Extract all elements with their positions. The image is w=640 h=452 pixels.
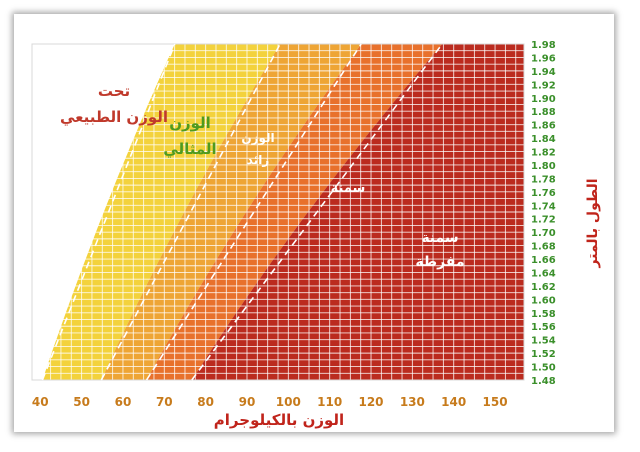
y-tick-label: 1.86 bbox=[531, 121, 556, 132]
y-tick-label: 1.80 bbox=[531, 161, 556, 172]
y-tick-label: 1.62 bbox=[531, 282, 556, 293]
y-tick-label: 1.70 bbox=[531, 228, 556, 239]
x-tick-label: 150 bbox=[483, 395, 508, 409]
x-tick-label: 140 bbox=[441, 395, 466, 409]
bmi-boundary-2 bbox=[145, 43, 362, 381]
y-tick-label: 1.74 bbox=[531, 201, 556, 212]
y-tick-label: 1.60 bbox=[531, 295, 556, 306]
y-tick-label: 1.94 bbox=[531, 67, 556, 78]
x-tick-label: 50 bbox=[73, 395, 90, 409]
y-tick-label: 1.66 bbox=[531, 255, 556, 266]
y-tick-label: 1.56 bbox=[531, 322, 556, 333]
y-tick-label: 1.54 bbox=[531, 336, 556, 347]
y-tick-labels: 1.48 1.50 1.52 1.54 1.56 1.58 1.60 1.62 1.64 1.66… bbox=[531, 40, 556, 387]
y-tick-label: 1.96 bbox=[531, 53, 556, 64]
x-tick-label: 130 bbox=[400, 395, 425, 409]
y-tick-label: 1.98 bbox=[531, 40, 556, 51]
y-tick-label: 1.72 bbox=[531, 215, 556, 226]
bmi-boundary-3 bbox=[191, 43, 443, 381]
y-tick-label: 1.58 bbox=[531, 309, 556, 320]
y-axis-title: الطول بالمتر bbox=[585, 178, 601, 268]
y-tick-label: 1.64 bbox=[531, 268, 556, 279]
y-tick-label: 1.84 bbox=[531, 134, 556, 145]
y-tick-label: 1.52 bbox=[531, 349, 556, 360]
x-tick-label: 70 bbox=[156, 395, 173, 409]
zone-label-1: المثالي bbox=[163, 140, 216, 158]
chart-frame: تحت الوزن الطبيعي الوزن المثالي الوزن زائد سمن… bbox=[14, 14, 614, 432]
boundary-layer bbox=[41, 43, 443, 381]
zone-label-2: زائد bbox=[247, 153, 270, 167]
zone-label-4: سمنة bbox=[421, 230, 458, 246]
y-tick-label: 1.68 bbox=[531, 242, 556, 253]
bmi-boundary-1 bbox=[100, 43, 281, 381]
x-tick-label: 60 bbox=[115, 395, 132, 409]
x-tick-label: 110 bbox=[317, 395, 342, 409]
zone-label-0: تحت bbox=[98, 82, 130, 100]
x-tick-label: 100 bbox=[276, 395, 301, 409]
y-tick-label: 1.82 bbox=[531, 148, 556, 159]
y-tick-label: 1.88 bbox=[531, 107, 556, 118]
x-tick-label: 120 bbox=[358, 395, 383, 409]
plot-border bbox=[31, 43, 525, 381]
x-tick-label: 40 bbox=[32, 395, 49, 409]
zone-label-2: الوزن bbox=[241, 131, 274, 146]
y-tick-label: 1.78 bbox=[531, 174, 556, 185]
x-tick-label: 80 bbox=[197, 395, 214, 409]
zone-label-0: الوزن الطبيعي bbox=[60, 108, 168, 126]
y-tick-label: 1.50 bbox=[531, 363, 556, 374]
bmi-boundary-0 bbox=[41, 43, 176, 381]
zone-label-4: مفرطة bbox=[415, 254, 464, 270]
x-tick-labels: 40 50 60 70 80 90 100 110 120 130 140 150 bbox=[32, 395, 508, 409]
y-tick-label: 1.90 bbox=[531, 94, 556, 105]
x-tick-label: 90 bbox=[239, 395, 256, 409]
y-tick-label: 1.76 bbox=[531, 188, 556, 199]
y-tick-label: 1.92 bbox=[531, 80, 556, 91]
x-axis-title: الوزن بالكيلوجرام bbox=[214, 411, 344, 429]
y-tick-label: 1.48 bbox=[531, 376, 556, 387]
zone-label-1: الوزن bbox=[169, 114, 211, 132]
zone-label-3: سمنة bbox=[331, 181, 366, 196]
grid-layer bbox=[31, 43, 525, 381]
